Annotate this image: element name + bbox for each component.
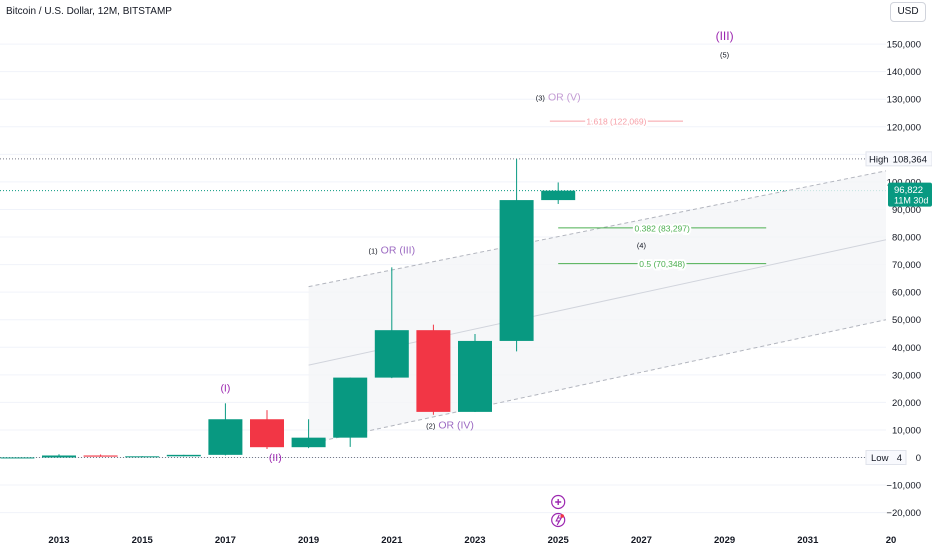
wave-prefix: (3) bbox=[536, 94, 546, 103]
plus-icon bbox=[555, 499, 562, 505]
candle-body bbox=[125, 456, 160, 458]
price-tick: 20,000 bbox=[892, 398, 921, 409]
time-tick: 20 bbox=[886, 535, 897, 546]
candle-body bbox=[499, 200, 534, 341]
price-tick: 10,000 bbox=[892, 425, 921, 436]
candle-body bbox=[42, 455, 76, 458]
price-tick: −10,000 bbox=[886, 481, 921, 492]
wave-label: (4) bbox=[637, 241, 647, 250]
wave-label: (3) OR (V) bbox=[536, 92, 581, 104]
fib-label: 0.382 (83,297) bbox=[635, 223, 690, 233]
candle-body bbox=[458, 340, 492, 412]
wave-label: (2) OR (IV) bbox=[426, 420, 474, 432]
candle-body bbox=[83, 455, 118, 457]
time-tick: 2029 bbox=[714, 535, 735, 546]
candle-body bbox=[541, 190, 576, 201]
candle-body bbox=[333, 377, 368, 438]
chart-title: Bitcoin / U.S. Dollar, 12M, BITSTAMP bbox=[6, 6, 172, 17]
wave-label: (II) bbox=[269, 452, 282, 464]
wave-label: (1) OR (III) bbox=[369, 245, 416, 257]
wave-label: (5) bbox=[720, 50, 730, 59]
candle-body bbox=[250, 419, 284, 448]
price-tick: 130,000 bbox=[887, 95, 921, 106]
time-tick: 2031 bbox=[797, 535, 819, 546]
candles bbox=[0, 158, 576, 459]
price-tick: 90,000 bbox=[892, 205, 921, 216]
wave-text: OR (III) bbox=[381, 245, 415, 257]
price-tick: 50,000 bbox=[892, 315, 921, 326]
low-badge-value: 4 bbox=[897, 453, 902, 464]
candle-body bbox=[416, 330, 451, 412]
price-axis: 150,000140,000130,000120,000110,000100,0… bbox=[886, 40, 921, 520]
candle-body bbox=[208, 419, 243, 455]
currency-button[interactable]: USD bbox=[890, 2, 926, 22]
low-badge-label: Low bbox=[871, 453, 889, 464]
price-tick: 30,000 bbox=[892, 370, 921, 381]
wave-text: OR (V) bbox=[548, 92, 581, 104]
fib-label: 1.618 (122,069) bbox=[586, 117, 646, 127]
price-tick: 140,000 bbox=[887, 67, 921, 78]
time-tick: 2025 bbox=[548, 535, 570, 546]
time-axis: 2013 2015 2017 2019 2021 2023 2025 2027 2029 2031… bbox=[48, 535, 896, 546]
high-badge-value: 108,364 bbox=[893, 154, 927, 165]
channel-lower-line bbox=[308, 319, 887, 445]
price-tick: −20,000 bbox=[886, 508, 921, 519]
price-tick: 0 bbox=[916, 453, 921, 464]
last-price-countdown: 11M 30d bbox=[894, 196, 928, 206]
time-tick: 2027 bbox=[631, 535, 652, 546]
last-price-badge bbox=[888, 182, 932, 207]
wave-prefix: (1) bbox=[369, 247, 379, 256]
wave-label: (III) bbox=[716, 29, 734, 43]
lightning-icon bbox=[555, 514, 563, 526]
fibonacci-levels: 1.618 (122,069) 0.382 (83,297) 0.5 (70,348… bbox=[549, 115, 767, 271]
high-badge-label: High bbox=[869, 154, 889, 165]
fib-label: 0.5 (70,348) bbox=[639, 259, 685, 269]
channel-upper-line bbox=[308, 170, 887, 288]
candle-body bbox=[291, 437, 326, 448]
last-price-value: 96,822 bbox=[894, 185, 923, 196]
price-tick: 120,000 bbox=[887, 122, 921, 133]
candle-body bbox=[374, 330, 409, 378]
high-badge bbox=[865, 151, 932, 167]
wave-label: (I) bbox=[220, 382, 230, 394]
price-tick: 40,000 bbox=[892, 343, 921, 354]
low-badge bbox=[865, 449, 907, 465]
price-tick: 80,000 bbox=[892, 233, 921, 244]
candle-body bbox=[0, 457, 35, 459]
price-tick: 60,000 bbox=[892, 288, 921, 299]
notification-dot bbox=[560, 514, 564, 518]
wave-labels: (III) (5) (3) OR (V) (1) OR (III) (2) OR (IV) (4… bbox=[220, 29, 733, 464]
price-tick: 150,000 bbox=[887, 40, 921, 51]
time-tick: 2017 bbox=[215, 535, 236, 546]
time-tick: 2015 bbox=[132, 535, 154, 546]
wave-text: OR (IV) bbox=[438, 420, 474, 432]
time-tick: 2019 bbox=[298, 535, 319, 546]
time-tick: 2013 bbox=[48, 535, 69, 546]
event-icons bbox=[551, 494, 566, 528]
trend-channel bbox=[308, 170, 887, 445]
channel-fill bbox=[308, 170, 887, 444]
time-tick: 2021 bbox=[381, 535, 403, 546]
candle-body bbox=[166, 454, 201, 457]
wave-prefix: (2) bbox=[426, 422, 436, 431]
time-tick: 2023 bbox=[464, 535, 485, 546]
price-tick: 70,000 bbox=[892, 260, 921, 271]
